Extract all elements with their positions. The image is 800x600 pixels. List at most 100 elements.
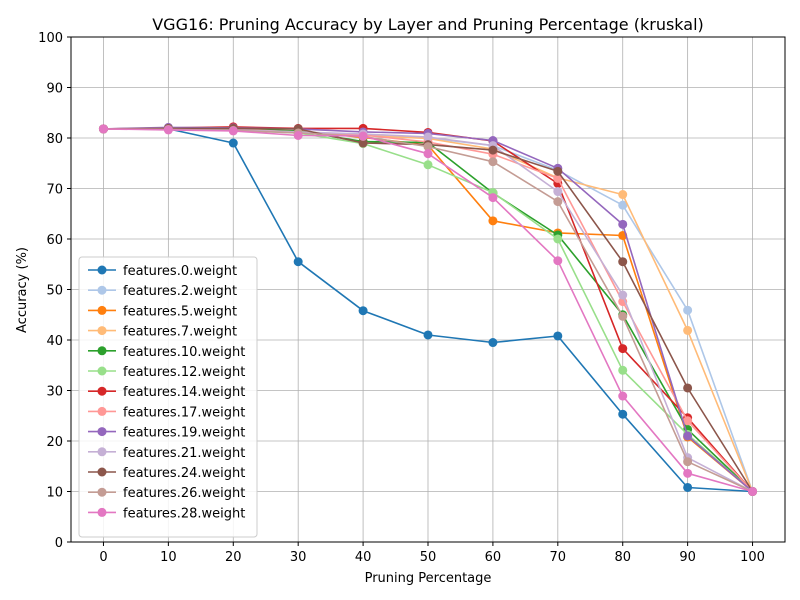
y-tick-label: 60 [46, 233, 63, 248]
data-point [618, 200, 628, 210]
chart-title: VGG16: Pruning Accuracy by Layer and Pru… [152, 15, 704, 34]
x-tick-label: 60 [485, 550, 502, 565]
y-tick-label: 40 [46, 334, 63, 349]
legend-item: features.28.weight [88, 506, 245, 521]
data-point [683, 383, 693, 393]
data-point [553, 197, 563, 207]
x-axis-title: Pruning Percentage [365, 571, 492, 586]
legend-item: features.24.weight [88, 466, 245, 481]
legend-label: features.17.weight [123, 405, 245, 420]
legend-item: features.7.weight [88, 325, 237, 340]
y-tick-label: 0 [55, 536, 63, 551]
data-point [293, 130, 303, 140]
data-point [228, 126, 238, 136]
data-point [423, 142, 433, 152]
legend-marker [97, 447, 107, 457]
x-tick-label: 0 [99, 550, 107, 565]
y-tick-label: 30 [46, 385, 63, 400]
data-point [228, 138, 238, 148]
y-tick-label: 80 [46, 132, 63, 147]
data-point [618, 365, 628, 375]
x-tick-label: 90 [679, 550, 696, 565]
data-point [98, 124, 108, 134]
y-axis: 0 10 20 30 40 50 60 70 80 90 100 [38, 31, 71, 551]
legend-item: features.14.weight [88, 385, 245, 400]
legend-marker [97, 487, 107, 497]
data-point [358, 138, 368, 148]
data-point [553, 187, 563, 197]
legend-label: features.24.weight [123, 466, 245, 481]
legend-item: features.2.weight [88, 284, 237, 299]
x-tick-label: 10 [160, 550, 177, 565]
legend-item: features.17.weight [88, 405, 245, 420]
data-point [488, 216, 498, 226]
data-point [488, 193, 498, 203]
legend-item: features.21.weight [88, 446, 245, 461]
data-point [358, 306, 368, 316]
series-features-28-weight [98, 124, 758, 496]
y-tick-label: 10 [46, 486, 63, 501]
legend-marker [97, 265, 107, 275]
legend-box [78, 256, 258, 538]
data-point [683, 457, 693, 467]
legend-label: features.14.weight [123, 385, 245, 400]
legend-marker [97, 406, 107, 416]
legend-label: features.19.weight [123, 426, 245, 441]
data-point [423, 330, 433, 340]
legend-marker [97, 346, 107, 356]
legend-item: features.5.weight [88, 304, 237, 319]
legend-label: features.10.weight [123, 345, 245, 360]
legend-item: features.26.weight [88, 486, 245, 501]
legend-label: features.12.weight [123, 365, 245, 380]
x-axis: 0 10 20 30 40 50 60 70 80 90 100 [99, 542, 765, 565]
data-point [488, 338, 498, 348]
data-point [683, 468, 693, 478]
legend-label: features.26.weight [123, 486, 245, 501]
y-tick-label: 50 [46, 284, 63, 299]
data-point [618, 219, 628, 229]
data-point [553, 331, 563, 341]
series-layer [98, 122, 758, 496]
data-point [683, 482, 693, 492]
data-point [618, 391, 628, 401]
legend: features.0.weight features.2.weight featur… [78, 256, 258, 538]
data-point [683, 431, 693, 441]
legend-marker [97, 305, 107, 315]
data-point [683, 325, 693, 335]
x-tick-label: 70 [550, 550, 567, 565]
x-tick-label: 50 [420, 550, 437, 565]
legend-marker [97, 467, 107, 477]
data-point [488, 145, 498, 155]
y-tick-label: 90 [46, 82, 63, 97]
data-point [553, 166, 563, 176]
x-tick-label: 100 [740, 550, 765, 565]
legend-marker [97, 507, 107, 517]
data-point [423, 132, 433, 142]
legend-marker [97, 366, 107, 376]
data-point [618, 311, 628, 321]
legend-item: features.10.weight [88, 345, 245, 360]
legend-item: features.12.weight [88, 365, 245, 380]
legend-marker [97, 326, 107, 336]
legend-label: features.2.weight [123, 284, 237, 299]
data-point [618, 409, 628, 419]
data-point [423, 149, 433, 159]
data-point [488, 157, 498, 167]
data-point [163, 125, 173, 135]
y-tick-label: 20 [46, 435, 63, 450]
data-point [553, 234, 563, 244]
y-axis-title: Accuracy (%) [15, 247, 30, 333]
x-tick-label: 20 [225, 550, 242, 565]
legend-label: features.5.weight [123, 304, 237, 319]
data-point [553, 173, 563, 183]
data-point [683, 416, 693, 426]
legend-marker [97, 427, 107, 437]
data-point [618, 290, 628, 300]
legend-label: features.7.weight [123, 325, 237, 340]
data-point [293, 257, 303, 267]
data-point [748, 487, 758, 496]
y-tick-label: 100 [38, 31, 63, 46]
data-point [423, 160, 433, 170]
legend-label: features.0.weight [123, 264, 237, 279]
